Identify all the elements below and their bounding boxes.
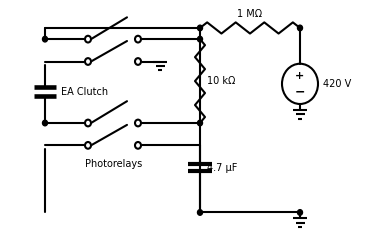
Text: 4.7 μF: 4.7 μF <box>207 163 237 173</box>
Circle shape <box>197 210 203 215</box>
Circle shape <box>85 36 91 43</box>
Circle shape <box>135 142 141 149</box>
Text: −: − <box>295 85 305 98</box>
Circle shape <box>197 120 203 126</box>
Circle shape <box>85 120 91 126</box>
Circle shape <box>135 120 141 126</box>
Circle shape <box>42 120 48 126</box>
Text: +: + <box>295 71 305 81</box>
Text: EA Clutch: EA Clutch <box>61 87 108 97</box>
Circle shape <box>297 25 302 31</box>
Circle shape <box>42 36 48 42</box>
Circle shape <box>85 142 91 149</box>
Text: Photorelays: Photorelays <box>85 159 142 169</box>
Circle shape <box>197 36 203 42</box>
Circle shape <box>135 36 141 43</box>
Circle shape <box>197 25 203 31</box>
Text: 10 kΩ: 10 kΩ <box>207 76 235 86</box>
Circle shape <box>85 58 91 65</box>
Circle shape <box>135 58 141 65</box>
Text: 1 MΩ: 1 MΩ <box>237 9 263 19</box>
Circle shape <box>297 210 302 215</box>
Text: 420 V: 420 V <box>323 79 351 89</box>
